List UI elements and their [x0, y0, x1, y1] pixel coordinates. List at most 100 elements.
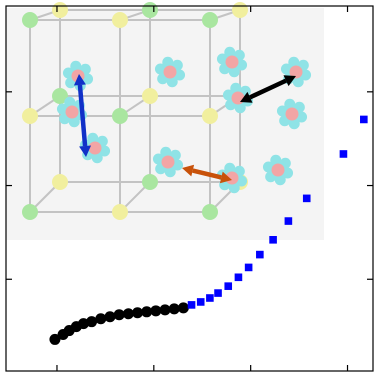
lattice-atom [142, 2, 158, 18]
ligand-atom [91, 152, 103, 164]
molecule [280, 56, 312, 88]
lattice-atom [142, 88, 158, 104]
ligand-atom [288, 118, 300, 130]
arrow-head [182, 164, 195, 177]
ligand-atom [222, 89, 234, 101]
ligand-atom [164, 166, 176, 178]
ligand-atom [284, 98, 296, 110]
ligand-atom [228, 66, 240, 78]
center-atom [231, 91, 245, 105]
lattice-atom [202, 204, 218, 220]
center-atom [225, 171, 239, 185]
data-point-circle [132, 307, 144, 319]
data-points [49, 115, 368, 345]
data-point-square [302, 194, 311, 203]
data-point-circle [104, 311, 116, 323]
data-point-square [206, 294, 214, 302]
ligand-atom [228, 182, 240, 194]
data-point-square [187, 301, 196, 309]
plot-frame [5, 5, 374, 372]
ligand-atom [68, 116, 80, 128]
data-point-square [244, 263, 253, 272]
data-point-circle [177, 302, 189, 314]
molecule-clusters [56, 46, 312, 194]
data-point-circle [168, 303, 180, 315]
data-point-square [224, 282, 233, 290]
center-atom [163, 65, 177, 79]
x-axis-ticks [56, 6, 349, 371]
data-point-circle [86, 316, 98, 328]
lattice-atom [142, 174, 158, 190]
arrow-head [79, 145, 92, 157]
ligand-atom [270, 154, 282, 166]
data-point-circle [159, 304, 171, 316]
lattice-atom [232, 2, 248, 18]
lattice-atom [202, 108, 218, 124]
ligand-atom [280, 63, 292, 75]
y-axis-ticks [6, 91, 373, 280]
data-point-square [284, 217, 293, 225]
data-point-circle [95, 313, 107, 325]
ligand-atom [154, 63, 166, 75]
molecule [276, 98, 308, 130]
ligand-atom [174, 69, 186, 81]
data-point-square [234, 273, 243, 282]
ligand-atom [236, 175, 248, 187]
arrow-shaft [192, 168, 222, 180]
lattice-atom [22, 204, 38, 220]
lattice-atom [112, 204, 128, 220]
molecule [79, 132, 111, 164]
black-double-arrow [240, 75, 296, 103]
arrow-head [73, 74, 86, 86]
center-atom [285, 107, 299, 121]
ligand-atom [282, 167, 294, 179]
ligand-atom [236, 59, 248, 71]
center-atom [161, 155, 175, 169]
ligand-atom [152, 153, 164, 165]
lattice-atom [22, 12, 38, 28]
orange-double-arrow [182, 164, 232, 184]
data-point-square [196, 298, 205, 306]
data-point-square [256, 250, 264, 259]
arrow-shaft [77, 84, 88, 147]
data-point-circle [113, 309, 125, 321]
ligand-atom [62, 67, 74, 79]
ligand-atom [288, 56, 300, 68]
data-point-square [339, 150, 348, 158]
ligand-atom [162, 56, 174, 68]
data-point-circle [122, 308, 134, 320]
molecule [216, 46, 248, 78]
ligand-atom [82, 73, 94, 85]
lattice-atom [52, 174, 68, 190]
molecule [154, 56, 186, 88]
ligand-atom [216, 53, 228, 65]
data-point-circle [49, 333, 61, 345]
ligand-atom [70, 60, 82, 72]
ligand-atom [234, 102, 246, 114]
crystal-structure-inset [6, 2, 324, 240]
ligand-atom [87, 132, 99, 144]
molecule [262, 154, 294, 186]
ligand-atom [160, 146, 172, 158]
lattice-atom [52, 2, 68, 18]
ligand-atom [292, 76, 304, 88]
ligand-atom [224, 46, 236, 58]
arrow-shaft [249, 78, 287, 100]
data-point-circle [141, 306, 153, 318]
molecule [62, 60, 94, 92]
center-atom [88, 141, 102, 155]
center-atom [289, 65, 303, 79]
molecule [152, 146, 184, 178]
data-point-circle [150, 305, 162, 317]
lattice-atom [22, 108, 38, 124]
ligand-atom [276, 105, 288, 117]
ligand-atom [296, 111, 308, 123]
lattice-atom [112, 12, 128, 28]
arrow-head [219, 171, 232, 184]
ligand-atom [64, 96, 76, 108]
lattice-atom [202, 12, 218, 28]
ligand-atom [300, 69, 312, 81]
ligand-atom [172, 159, 184, 171]
